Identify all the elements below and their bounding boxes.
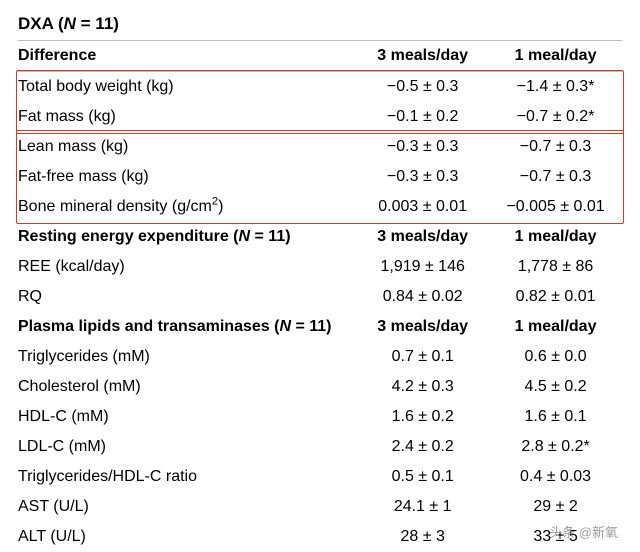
col-header-3meals: 3 meals/day (356, 312, 489, 342)
watermark: 头条 @新氧 (549, 522, 618, 541)
table-row: Triglycerides (mM) 0.7 ± 0.1 0.6 ± 0.0 (18, 342, 622, 372)
row-label: LDL-C (mM) (18, 432, 356, 462)
table-row: LDL-C (mM) 2.4 ± 0.2 2.8 ± 0.2* (18, 432, 622, 462)
row-val-3: −0.1 ± 0.2 (356, 102, 489, 132)
table-row: Fat mass (kg) −0.1 ± 0.2 −0.7 ± 0.2* (18, 102, 622, 132)
row-val-1: 4.5 ± 0.2 (489, 372, 622, 402)
row-label: Bone mineral density (g/cm2) (18, 192, 356, 222)
row-val-1: −0.7 ± 0.2* (489, 102, 622, 132)
row-val-3: 0.003 ± 0.01 (356, 192, 489, 222)
title-prefix: DXA ( (18, 14, 64, 33)
table-row: Total body weight (kg) −0.5 ± 0.3 −1.4 ±… (18, 72, 622, 103)
row-val-3: 0.5 ± 0.1 (356, 462, 489, 492)
row-val-1: 0.6 ± 0.0 (489, 342, 622, 372)
row-label: Fat mass (kg) (18, 102, 356, 132)
row-val-1: −0.7 ± 0.3 (489, 132, 622, 162)
table-row: RQ 0.84 ± 0.02 0.82 ± 0.01 (18, 282, 622, 312)
col-header-1meal: 1 meal/day (489, 312, 622, 342)
row-label: Cholesterol (mM) (18, 372, 356, 402)
table-row: Fat-free mass (kg) −0.3 ± 0.3 −0.7 ± 0.3 (18, 162, 622, 192)
row-val-1: −0.7 ± 0.3 (489, 162, 622, 192)
section-header: Resting energy expenditure (N = 11) (18, 222, 356, 252)
row-val-1: 29 ± 2 (489, 492, 622, 522)
row-val-3: 0.7 ± 0.1 (356, 342, 489, 372)
col-header-3meals: 3 meals/day (356, 222, 489, 252)
table-row: ALT (U/L) 28 ± 3 33 ± 5 (18, 522, 622, 552)
col-header-3meals: 3 meals/day (356, 41, 489, 72)
row-val-3: 1,919 ± 146 (356, 252, 489, 282)
row-val-1: 0.82 ± 0.01 (489, 282, 622, 312)
row-val-3: 0.84 ± 0.02 (356, 282, 489, 312)
col-header-label: Difference (18, 41, 356, 72)
plasma-header-row: Plasma lipids and transaminases (N = 11)… (18, 312, 622, 342)
row-label: Fat-free mass (kg) (18, 162, 356, 192)
row-label: Triglycerides/HDL-C ratio (18, 462, 356, 492)
page-title-row: DXA (N = 11) (18, 10, 622, 41)
row-val-3: 1.6 ± 0.2 (356, 402, 489, 432)
table-row: Triglycerides/HDL-C ratio 0.5 ± 0.1 0.4 … (18, 462, 622, 492)
table-row: Bone mineral density (g/cm2) 0.003 ± 0.0… (18, 192, 622, 222)
row-val-3: −0.3 ± 0.3 (356, 132, 489, 162)
section-header: Plasma lipids and transaminases (N = 11) (18, 312, 356, 342)
row-label: REE (kcal/day) (18, 252, 356, 282)
table-row: HDL-C (mM) 1.6 ± 0.2 1.6 ± 0.1 (18, 402, 622, 432)
col-header-1meal: 1 meal/day (489, 222, 622, 252)
row-label: ALT (U/L) (18, 522, 356, 552)
table-row: Cholesterol (mM) 4.2 ± 0.3 4.5 ± 0.2 (18, 372, 622, 402)
table-container: DXA (N = 11) Difference 3 meals/day 1 me… (0, 0, 640, 549)
row-val-1: 1,778 ± 86 (489, 252, 622, 282)
row-label: Lean mass (kg) (18, 132, 356, 162)
row-label: AST (U/L) (18, 492, 356, 522)
row-val-1: 0.4 ± 0.03 (489, 462, 622, 492)
row-val-1: 1.6 ± 0.1 (489, 402, 622, 432)
table-row: REE (kcal/day) 1,919 ± 146 1,778 ± 86 (18, 252, 622, 282)
table-row: Lean mass (kg) −0.3 ± 0.3 −0.7 ± 0.3 (18, 132, 622, 162)
row-val-3: 4.2 ± 0.3 (356, 372, 489, 402)
row-val-3: 24.1 ± 1 (356, 492, 489, 522)
page-title: DXA (N = 11) (18, 14, 119, 33)
table-row: AST (U/L) 24.1 ± 1 29 ± 2 (18, 492, 622, 522)
row-label: Triglycerides (mM) (18, 342, 356, 372)
row-val-1: 2.8 ± 0.2* (489, 432, 622, 462)
row-val-1: −0.005 ± 0.01 (489, 192, 622, 222)
row-label: Total body weight (kg) (18, 72, 356, 103)
row-val-3: 28 ± 3 (356, 522, 489, 552)
row-val-1: −1.4 ± 0.3* (489, 72, 622, 103)
col-header-1meal: 1 meal/day (489, 41, 622, 72)
row-val-3: −0.5 ± 0.3 (356, 72, 489, 103)
row-label: RQ (18, 282, 356, 312)
title-n: N (64, 14, 76, 33)
row-label: HDL-C (mM) (18, 402, 356, 432)
row-val-3: −0.3 ± 0.3 (356, 162, 489, 192)
title-eq: = 11) (76, 14, 119, 33)
ree-header-row: Resting energy expenditure (N = 11) 3 me… (18, 222, 622, 252)
row-val-3: 2.4 ± 0.2 (356, 432, 489, 462)
data-table: Difference 3 meals/day 1 meal/day Total … (18, 41, 622, 552)
dxa-header-row: Difference 3 meals/day 1 meal/day (18, 41, 622, 72)
